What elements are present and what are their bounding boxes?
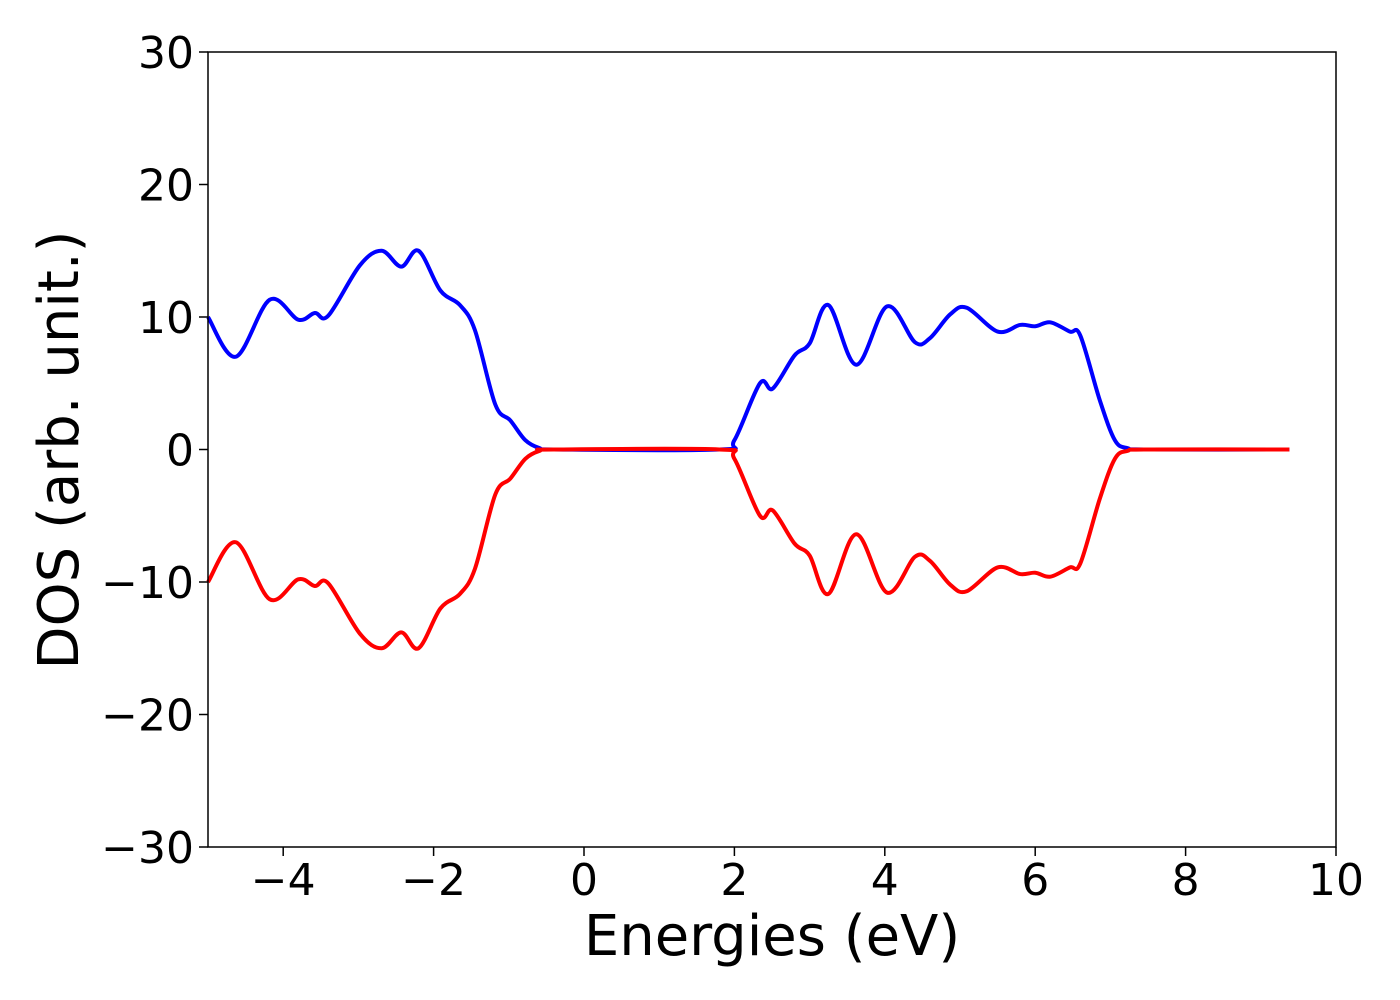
- y-tick-label: 30: [138, 28, 194, 79]
- x-tick-label: 6: [1021, 855, 1049, 906]
- plot-frame: [207, 51, 1337, 848]
- x-tick-label: 2: [720, 855, 748, 906]
- x-tick-label: 0: [570, 855, 598, 906]
- y-tick-label: −10: [101, 558, 194, 609]
- x-axis-label: Energies (eV): [584, 904, 960, 969]
- y-tick-label: 20: [138, 161, 194, 212]
- y-tick-label: 0: [166, 426, 194, 477]
- x-tick-label: 10: [1308, 855, 1364, 906]
- x-tick-label: −2: [401, 855, 466, 906]
- x-tick-label: −4: [251, 855, 316, 906]
- x-tick-label: 8: [1172, 855, 1200, 906]
- x-tick-label: 4: [871, 855, 899, 906]
- y-tick-label: −20: [101, 691, 194, 742]
- y-axis-label: DOS (arb. unit.): [27, 230, 92, 669]
- dos-line: [206, 248, 1290, 453]
- dos-line: [206, 446, 1290, 651]
- y-tick-label: −30: [101, 823, 194, 874]
- y-tick-label: 10: [138, 293, 194, 344]
